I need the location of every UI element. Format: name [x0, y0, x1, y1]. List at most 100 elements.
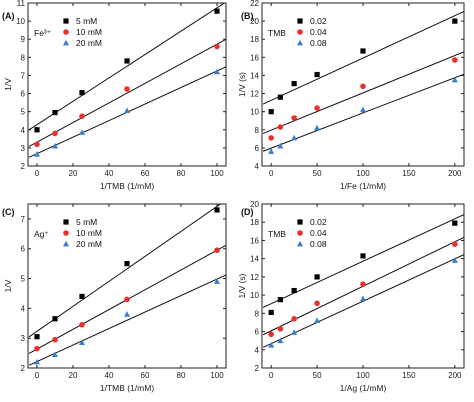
data-point-series-2: [291, 115, 297, 121]
y-tick-label: 20: [250, 17, 259, 26]
x-tick-label: 0: [35, 371, 40, 380]
data-point-series-3: [451, 257, 458, 263]
fit-line-3: [28, 274, 226, 366]
data-point-series-3: [277, 337, 284, 344]
y-tick-label: 5: [21, 108, 26, 117]
y-tick-label: 4: [21, 304, 26, 313]
y-axis-label: 1/V: [3, 279, 13, 292]
x-tick-label: 0: [269, 371, 274, 380]
data-point-series-3: [291, 329, 298, 335]
legend-label-1: 5 mM: [76, 217, 97, 227]
y-axis-label: 1/V (s): [237, 72, 247, 97]
data-point-series-3: [124, 311, 130, 317]
data-point-series-3: [79, 339, 85, 346]
y-tick-label: 8: [255, 309, 260, 318]
data-point-series-2: [277, 124, 284, 130]
y-tick-label: 18: [250, 218, 259, 227]
data-point-series-1: [214, 207, 220, 213]
y-tick-label: 11: [17, 0, 26, 8]
data-point-series-1: [277, 94, 283, 100]
panel-d: 0 50 100 150 200 2 4 6 8 10 12 14 16 18 20 1/Ag (1/mM) 1…: [237, 200, 465, 393]
data-point-series-1: [277, 297, 283, 303]
data-point-series-1: [214, 8, 220, 14]
y-tick-label: 8: [255, 126, 260, 135]
data-point-series-2: [52, 336, 58, 343]
x-tick-label: 40: [105, 169, 114, 178]
data-point-series-1: [452, 18, 458, 24]
y-tick-label: 10: [250, 291, 259, 300]
data-point-series-2: [124, 296, 130, 303]
x-axis-label: 1/Ag (1/mM): [340, 383, 387, 393]
legend-label-3: 0.08: [310, 239, 327, 249]
x-tick-label: 200: [448, 169, 462, 178]
y-tick-label: 2: [21, 162, 26, 171]
legend-label-3: 0.08: [310, 38, 327, 48]
x-tick-label: 0: [35, 169, 40, 178]
legend-marker-3: [63, 39, 69, 46]
panel-b: 0 50 100 150 200 4 6 8 10 12 14 16 18 20 22 1/Fe (1/mM)…: [237, 0, 465, 191]
x-tick-label: 200: [448, 371, 462, 380]
y-tick-label: 4: [21, 126, 26, 135]
legend-title: Fe³⁺: [34, 28, 52, 38]
data-point-series-2: [314, 300, 320, 307]
legend-marker-2: [297, 230, 303, 236]
fit-line-1: [262, 11, 464, 105]
data-point-series-3: [34, 151, 40, 157]
panel-label: (A): [2, 11, 15, 21]
data-point-series-1: [52, 316, 58, 322]
x-tick-label: 20: [69, 371, 78, 380]
x-tick-label: 80: [177, 169, 186, 178]
data-point-series-1: [79, 90, 85, 96]
y-tick-label: 6: [255, 144, 260, 153]
x-tick-label: 50: [313, 371, 322, 380]
fit-line-2: [28, 38, 226, 147]
legend-title: Ag⁺: [34, 229, 49, 239]
data-point-series-1: [314, 274, 320, 280]
data-point-series-3: [124, 107, 130, 114]
data-point-series-2: [277, 326, 284, 332]
data-point-series-3: [314, 317, 321, 324]
y-axis-label: 1/V: [3, 78, 13, 91]
legend-label-1: 0.02: [310, 217, 327, 227]
y-tick-label: 3: [21, 144, 26, 153]
y-tick-label: 4: [255, 162, 260, 171]
legend-marker-2: [63, 230, 69, 236]
x-tick-label: 100: [210, 169, 224, 178]
data-point-series-1: [268, 109, 274, 115]
data-point-series-1: [360, 253, 366, 259]
y-tick-label: 7: [21, 215, 26, 224]
data-point-series-2: [452, 57, 458, 63]
fit-line-1: [28, 204, 222, 338]
y-tick-label: 16: [250, 236, 259, 245]
data-point-series-3: [34, 358, 40, 365]
data-point-series-3: [79, 129, 85, 135]
data-point-series-2: [268, 331, 274, 338]
y-tick-label: 4: [255, 346, 260, 355]
panel-a: 0 20 40 60 80 100 2 3 4 5 6 7 8 9 10 11 1/TMB (1/mM) 1/V (…: [2, 0, 227, 191]
y-tick-label: 14: [250, 255, 259, 264]
data-point-series-2: [268, 135, 274, 141]
plot-frame: [27, 2, 227, 167]
x-axis-label: 1/Fe (1/mM): [340, 181, 386, 191]
legend-marker-1: [297, 18, 303, 24]
y-tick-label: 18: [250, 35, 259, 44]
data-point-series-2: [214, 43, 220, 50]
fit-line-1: [262, 214, 464, 308]
data-point-series-3: [268, 342, 275, 348]
legend-label-3: 20 mM: [76, 38, 102, 48]
x-tick-label: 40: [105, 371, 114, 380]
legend-marker-3: [63, 240, 69, 247]
data-point-series-2: [79, 113, 85, 119]
data-point-series-3: [291, 134, 298, 141]
panel-label: (D): [241, 207, 254, 217]
legend-marker-3: [297, 39, 303, 46]
data-point-series-1: [34, 334, 40, 340]
legend-marker-2: [297, 29, 303, 35]
plot-frame: [27, 203, 227, 369]
legend-label-1: 5 mM: [76, 16, 97, 26]
y-tick-label: 22: [250, 0, 259, 8]
y-tick-label: 14: [250, 71, 259, 80]
data-point-series-1: [314, 71, 320, 78]
legend-label-2: 10 mM: [76, 228, 102, 238]
